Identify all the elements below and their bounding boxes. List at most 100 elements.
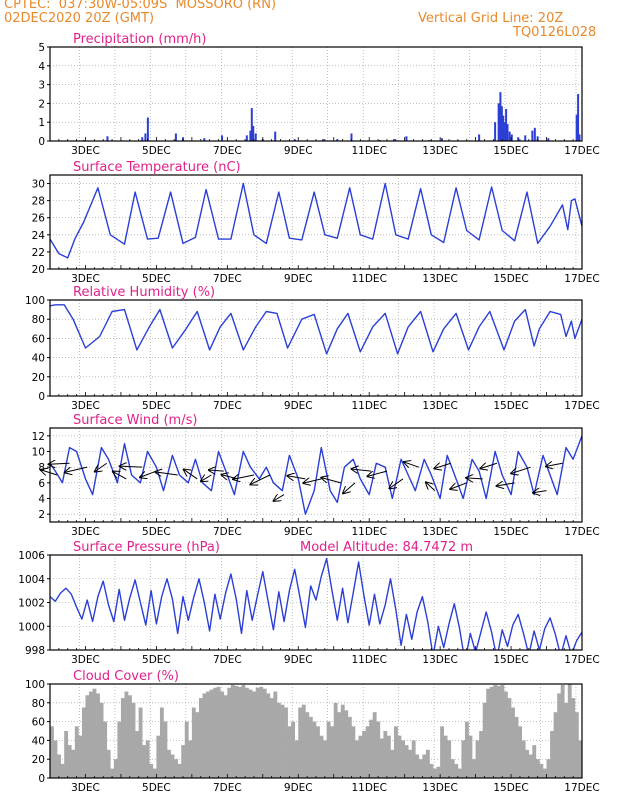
temp-xtick-label: 13DEC	[422, 273, 457, 285]
precip-xtick-label: 13DEC	[422, 145, 457, 157]
precip-bar	[533, 127, 536, 141]
cloud-bar	[223, 695, 228, 778]
precip-bar	[350, 133, 353, 141]
humidity-xtick-label: 7DEC	[213, 400, 242, 412]
cloud-bar	[287, 726, 292, 778]
cloud-bar	[564, 702, 569, 778]
precip-ytick-label: 5	[38, 42, 45, 54]
wind-arrow	[434, 463, 451, 468]
cloud-bar	[316, 726, 320, 778]
cloud-bar	[174, 759, 178, 778]
cloud-bar	[202, 693, 207, 778]
cloud-bar	[457, 768, 462, 778]
wind-arrow	[41, 470, 58, 475]
precip-xtick-label: 11DEC	[351, 145, 386, 157]
wind-arrow	[426, 482, 436, 492]
precip-xtick-label: 9DEC	[284, 145, 313, 157]
cloud-bar	[262, 688, 267, 778]
cloud-bar	[74, 726, 79, 778]
precip-bar	[252, 125, 255, 141]
cloud-bar	[415, 754, 420, 778]
precip-bar	[293, 139, 296, 141]
pressure-xtick-label: 17DEC	[564, 654, 599, 666]
pressure-ytick-label: 1000	[18, 621, 45, 633]
cloud-bar	[163, 721, 168, 778]
cloud-ytick-label: 0	[38, 773, 45, 785]
precip-bar	[336, 139, 339, 141]
cloud-bar	[167, 749, 171, 778]
precip-bar	[405, 136, 408, 141]
cloud-bar	[500, 684, 505, 778]
pressure-xtick-label: 11DEC	[351, 654, 386, 666]
cloud-bar	[567, 684, 572, 778]
cloud-bar	[291, 721, 296, 778]
wind-arrow	[233, 475, 255, 479]
cloud-xtick-label: 17DEC	[564, 782, 599, 794]
cloud-ytick-label: 80	[32, 698, 45, 710]
temp-xtick-label: 15DEC	[493, 273, 528, 285]
cloud-bar	[308, 716, 313, 778]
pressure-xtick-label: 9DEC	[284, 654, 313, 666]
cloud-bar	[138, 707, 143, 778]
cloud-bar	[514, 716, 519, 778]
cloud-bar	[486, 688, 491, 778]
temp-xtick-label: 11DEC	[351, 273, 386, 285]
pressure-panel: Surface Pressure (hPa) Model Altitude: 84…	[18, 540, 599, 666]
cloud-bar	[298, 707, 303, 778]
precip-bar	[499, 92, 502, 141]
cloud-bar	[312, 721, 317, 778]
cloud-bar	[550, 731, 554, 778]
cloud-bar	[117, 721, 122, 778]
cloud-bar	[436, 766, 441, 778]
cloud-bar	[81, 707, 86, 778]
cloud-bar	[106, 749, 111, 778]
pressure-frame	[49, 554, 583, 651]
pressure-ytick-label: 998	[25, 645, 45, 657]
humidity-title: Relative Humidity (%)	[73, 285, 215, 300]
cloud-bar	[245, 687, 249, 778]
cloud-bar	[535, 759, 540, 778]
precip-bar	[575, 114, 578, 141]
wind-ytick-label: 6	[38, 478, 45, 490]
wind-ytick-label: 8	[38, 462, 45, 474]
wind-xtick-label: 7DEC	[213, 526, 242, 538]
cloud-bar	[571, 698, 576, 778]
wind-arrow	[466, 478, 483, 479]
precip-bar	[531, 130, 534, 141]
humidity-ytick-label: 60	[32, 333, 45, 345]
header-right2: TQ0126L028	[513, 25, 597, 40]
cloud-bar	[241, 684, 246, 778]
humidity-xtick-label: 11DEC	[351, 400, 386, 412]
cloud-bar	[67, 745, 72, 778]
wind-ytick-label: 2	[38, 509, 45, 521]
header-line1: CPTEC: 037:30W-05:09S MOSSORO (RN)	[4, 0, 277, 12]
pressure-series-line	[50, 557, 582, 650]
cloud-bar	[379, 738, 384, 778]
wind-arrow	[480, 463, 498, 468]
cloud-bar	[284, 707, 288, 778]
precip-bar	[536, 136, 539, 141]
cloud-bar	[386, 735, 391, 778]
pressure-ytick-label: 1004	[18, 574, 45, 586]
cloud-bar	[553, 712, 558, 778]
humidity-panel: Relative Humidity (%) 0 20 40 60 80 100 3DEC 5DE…	[25, 285, 600, 412]
wind-arrow	[450, 482, 467, 489]
precip-bar	[497, 103, 500, 141]
cloud-xtick-label: 9DEC	[284, 782, 313, 794]
cloud-bar	[525, 749, 530, 778]
cloud-bar	[252, 691, 257, 778]
cloud-bar	[188, 740, 193, 778]
wind-xtick-label: 5DEC	[142, 526, 171, 538]
cloud-bar	[159, 707, 164, 778]
cloud-bar	[390, 749, 395, 778]
cloud-bar	[113, 759, 118, 778]
precip-xtick-label: 17DEC	[564, 145, 599, 157]
precip-ytick-label: 1	[38, 117, 45, 129]
cloud-xtick-label: 7DEC	[213, 782, 242, 794]
cloud-bar	[330, 726, 335, 778]
cloud-bar	[518, 726, 523, 778]
wind-arrow	[511, 466, 531, 473]
humidity-ytick-label: 40	[32, 353, 45, 365]
precip-bar	[221, 135, 224, 141]
wind-arrow	[389, 478, 404, 488]
